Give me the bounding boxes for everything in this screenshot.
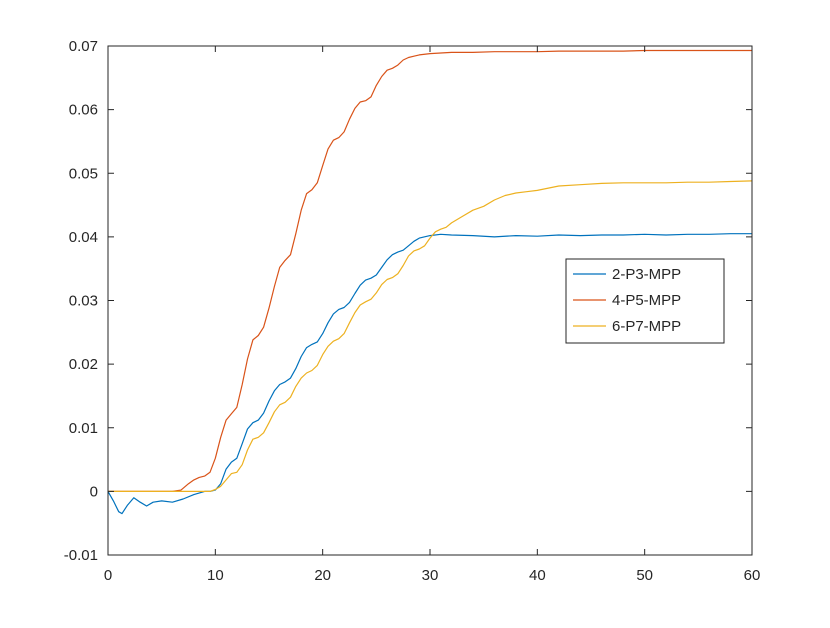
y-tick-label: 0.04 <box>69 229 98 246</box>
series-layer <box>107 49 753 515</box>
legend: 2-P3-MPP 4-P5-MPP 6-P7-MPP <box>565 258 725 344</box>
x-tick-label: 20 <box>314 567 331 584</box>
x-tick-label: 0 <box>104 567 112 584</box>
y-tick-label: 0 <box>90 483 98 500</box>
series-line-3 <box>108 180 753 492</box>
y-tick-label: 0.01 <box>69 420 98 437</box>
x-tick-label: 40 <box>529 567 546 584</box>
x-tick-label: 60 <box>744 567 761 584</box>
y-tick-label: 0.07 <box>69 38 98 55</box>
y-tick-label: -0.01 <box>64 547 98 564</box>
series-line-2 <box>108 49 752 492</box>
x-tick-label: 50 <box>636 567 653 584</box>
x-tick-label: 30 <box>422 567 439 584</box>
y-tick-label: 0.03 <box>69 293 98 310</box>
x-tick-label: 10 <box>207 567 224 584</box>
series-line-1 <box>107 233 752 515</box>
legend-box <box>565 258 725 344</box>
y-tick-label: 0.06 <box>69 102 98 119</box>
y-tick-label: 0.05 <box>69 165 98 182</box>
legend-label: 4-P5-MPP <box>612 292 681 309</box>
axes-box <box>107 45 753 556</box>
ticks-layer: 0 10 20 30 40 50 60 -0.01 0 0.01 0.02 0.03 0.04 0.05 0… <box>64 38 761 584</box>
legend-label: 2-P3-MPP <box>612 266 681 283</box>
y-tick-label: 0.02 <box>69 356 98 373</box>
legend-label: 6-P7-MPP <box>612 318 681 335</box>
